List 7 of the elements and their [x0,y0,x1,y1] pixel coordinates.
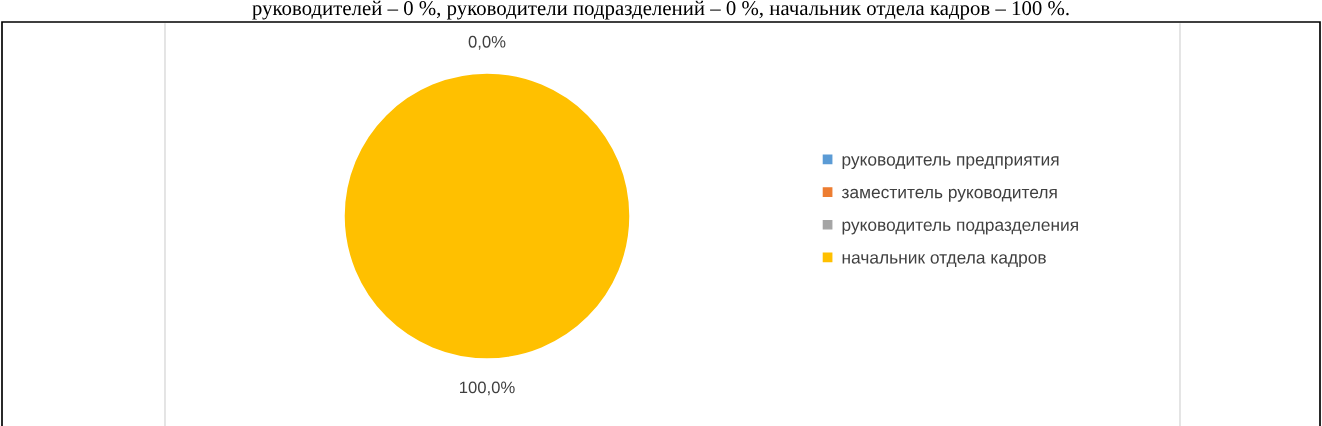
legend-label: начальник отдела кадров [842,254,1046,268]
text: 0,0% [468,35,506,50]
legend-label: заместитель руководителя [841,188,1057,202]
legend-label: руководитель подразделения [842,221,1078,235]
data-label: 100,0% [460,381,515,396]
legend-label: руководитель предприятия [842,156,1059,170]
text: руководителей – 0 %, руководители подразделений – 0 %, начальник отдела кадров – 100 %. [252,0,1069,20]
